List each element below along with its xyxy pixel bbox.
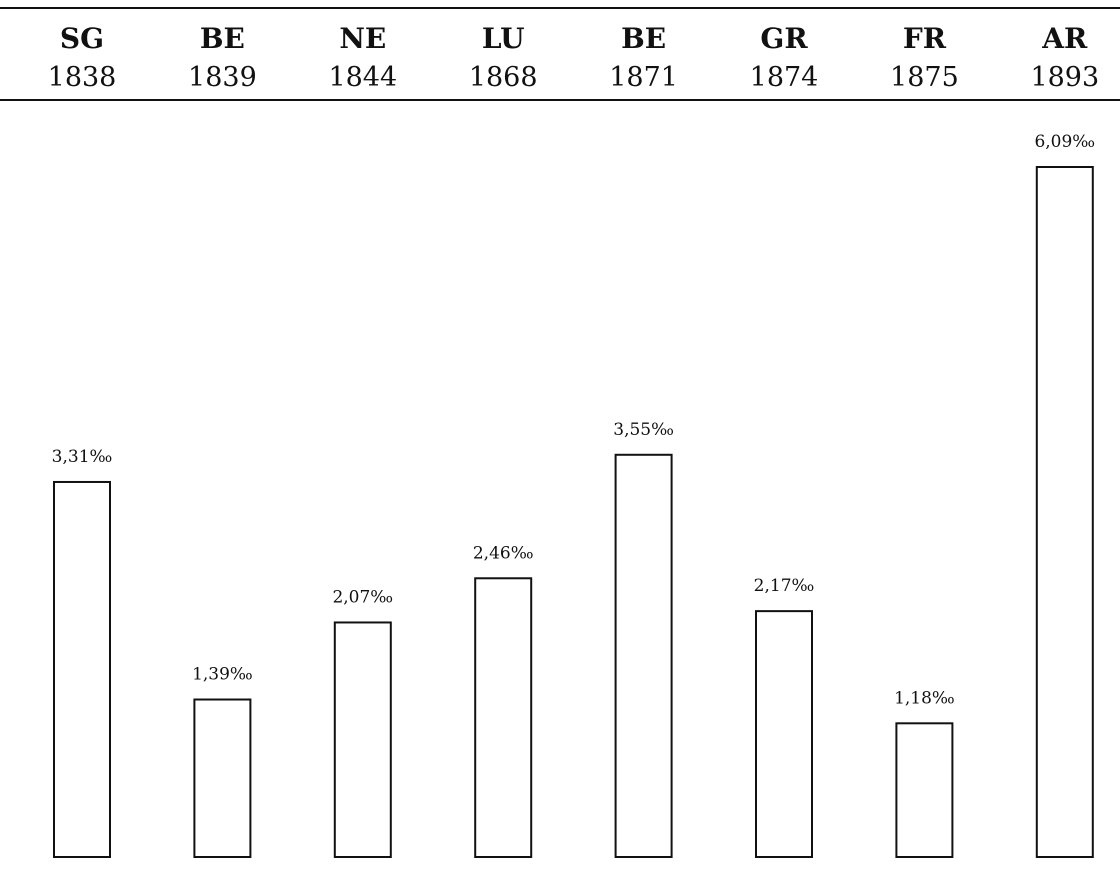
value-label: 2,17‰: [754, 576, 815, 596]
value-label: 3,31‰: [52, 447, 113, 467]
category-code-label: AR: [1041, 22, 1088, 55]
value-label: 3,55‰: [613, 420, 674, 440]
category-year-label: 1839: [188, 62, 257, 93]
value-label: 6,09‰: [1034, 132, 1095, 152]
bar: [1035, 166, 1094, 858]
category-code-label: NE: [339, 22, 386, 55]
category-year-label: 1844: [328, 62, 397, 93]
category-code-label: SG: [60, 22, 104, 55]
category-year-label: 1874: [750, 62, 819, 93]
bar: [53, 480, 111, 858]
bar: [614, 453, 673, 858]
category-code-label: GR: [760, 22, 808, 55]
bar: [193, 698, 252, 859]
category-code-label: BE: [200, 22, 245, 55]
value-label: 1,39‰: [192, 665, 253, 685]
category-header-row: SG 1838 BE 1839 NE 1844 LU 1868 BE 1871 GR 1874 FR 18…: [48, 22, 1100, 93]
category-year-label: 1871: [609, 62, 678, 93]
category-year-label: 1893: [1030, 62, 1099, 93]
value-label: 1,18‰: [894, 688, 955, 708]
category-year-label: 1838: [48, 62, 117, 93]
category-year-label: 1875: [890, 62, 959, 93]
category-code-label: LU: [482, 22, 525, 55]
category-year-label: 1868: [469, 62, 538, 93]
bar: [755, 610, 813, 859]
bar: [333, 621, 392, 858]
bars: [53, 166, 1094, 859]
bar: [895, 722, 954, 858]
value-labels: 3,31‰ 1,39‰ 2,07‰ 2,46‰ 3,55‰ 2,17‰ 1,18‰ 6,09‰: [52, 132, 1095, 708]
value-label: 2,46‰: [473, 543, 534, 563]
bar: [474, 577, 533, 858]
category-code-label: BE: [621, 22, 666, 55]
value-label: 2,07‰: [332, 587, 393, 607]
category-code-label: FR: [903, 22, 947, 55]
